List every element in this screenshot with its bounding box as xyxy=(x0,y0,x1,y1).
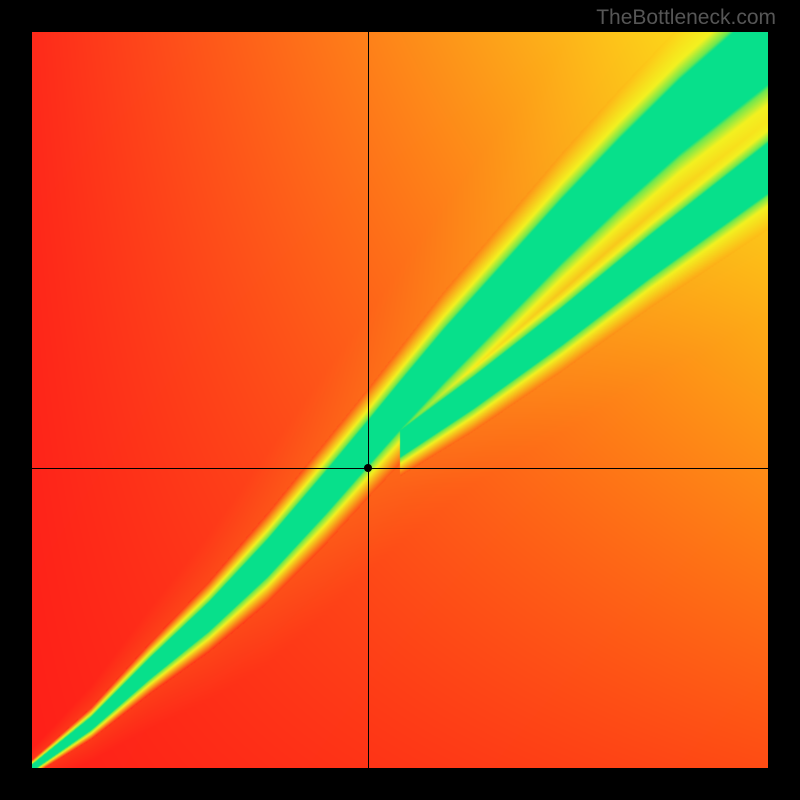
heatmap-canvas xyxy=(32,32,768,768)
heatmap-plot xyxy=(32,32,768,768)
crosshair-vertical xyxy=(368,32,369,768)
watermark-text: TheBottleneck.com xyxy=(596,6,776,30)
crosshair-marker xyxy=(364,464,372,472)
crosshair-horizontal xyxy=(32,468,768,469)
